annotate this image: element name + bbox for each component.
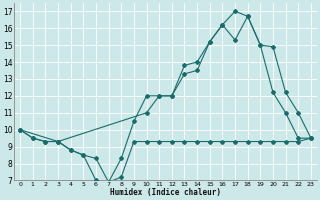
X-axis label: Humidex (Indice chaleur): Humidex (Indice chaleur) <box>110 188 221 197</box>
